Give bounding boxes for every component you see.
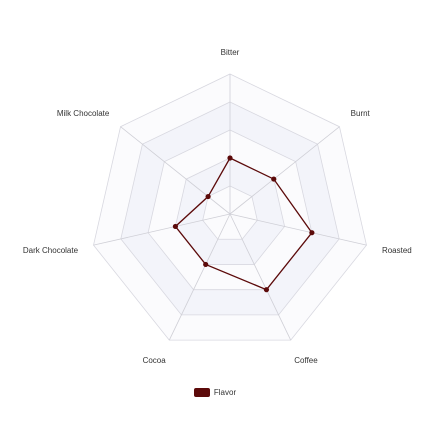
radar-grid-ring: [147, 129, 313, 291]
radar-axis-line: [229, 213, 367, 246]
radar-data-point[interactable]: [263, 287, 270, 293]
radar-axis-line: [168, 213, 231, 341]
legend-label[interactable]: Flavor: [213, 388, 237, 397]
radar-axis-label: Dark Chocolate: [23, 246, 79, 255]
radar-axis-line: [120, 126, 231, 215]
radar-data-point[interactable]: [203, 261, 209, 268]
radar-series[interactable]: [172, 155, 315, 293]
radar-axis-line: [93, 213, 231, 246]
radar-data-point[interactable]: [271, 176, 277, 182]
radar-axis-labels: Bitter Burnt Roasted Coffee Cocoa Dark Chocol…: [23, 48, 412, 365]
radar-axis-label: Cocoa: [143, 356, 167, 365]
radar-axis-label: Coffee: [294, 356, 318, 365]
radar-grid-ring: [202, 185, 258, 240]
radar-grid-ring: [120, 101, 340, 316]
radar-axis-label: Bitter: [221, 48, 240, 57]
radar-axis-label: Burnt: [351, 109, 371, 118]
radar-grid-ring: [93, 73, 367, 341]
radar-data-point[interactable]: [172, 223, 178, 230]
radar-series-line[interactable]: [174, 157, 313, 291]
radar-grid: [93, 73, 367, 341]
radar-axis-line: [229, 213, 292, 341]
radar-axis-label: Milk Chocolate: [57, 109, 110, 118]
radar-data-point[interactable]: [309, 230, 315, 236]
radar-grid-ring: [174, 157, 286, 265]
radar-axis-label: Roasted: [382, 246, 412, 255]
legend-swatch[interactable]: [193, 388, 210, 397]
radar-axis-line: [229, 126, 340, 215]
chart-legend[interactable]: Flavor: [0, 388, 430, 397]
radar-data-point[interactable]: [205, 193, 211, 200]
radar-axes: [93, 74, 367, 341]
radar-data-point[interactable]: [227, 155, 233, 161]
